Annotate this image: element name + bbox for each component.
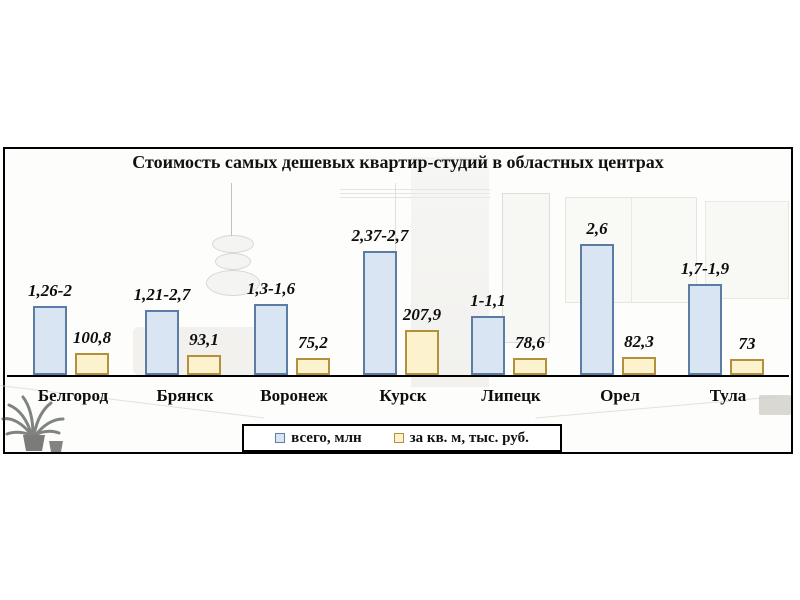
category-label-3: Курск xyxy=(379,386,427,405)
bar-total-1 xyxy=(145,310,179,375)
value-label-total-1: 1,21-2,7 xyxy=(133,285,191,304)
x-axis-line xyxy=(7,375,789,377)
bar-total-5 xyxy=(580,244,614,375)
background-pendant-lamp xyxy=(212,235,254,253)
bar-total-4 xyxy=(471,316,505,375)
category-label-5: Орел xyxy=(600,386,640,405)
value-label-total-2: 1,3-1,6 xyxy=(246,279,296,298)
legend-item-0: всего, млн xyxy=(275,430,362,447)
legend-label-total: всего, млн xyxy=(291,429,362,446)
category-label-4: Липецк xyxy=(481,386,541,405)
category-label-2: Воронеж xyxy=(260,386,328,405)
legend: всего, млн за кв. м, тыс. руб. xyxy=(242,424,562,452)
background-lamp-cord xyxy=(231,183,232,237)
value-label-per-sqm-5: 82,3 xyxy=(624,332,654,351)
background-shelf xyxy=(759,395,791,415)
background-door xyxy=(502,193,550,343)
value-label-total-0: 1,26-2 xyxy=(28,281,72,300)
value-label-per-sqm-1: 93,1 xyxy=(189,330,219,349)
bar-total-6 xyxy=(688,284,722,375)
bar-total-0 xyxy=(33,306,67,375)
legend-item-1: за кв. м, тыс. руб. xyxy=(393,429,529,447)
category-label-0: Белгород xyxy=(37,386,109,405)
chart-title: Стоимость самых дешевых квартир-студий в… xyxy=(132,152,664,172)
value-label-per-sqm-2: 75,2 xyxy=(298,333,328,352)
value-label-per-sqm-6: 73 xyxy=(738,334,756,353)
value-label-per-sqm-3: 207,9 xyxy=(402,305,442,324)
value-label-total-5: 2,6 xyxy=(586,219,608,238)
background-cabinet xyxy=(705,201,789,299)
value-label-per-sqm-0: 100,8 xyxy=(72,328,112,347)
legend-swatch-total xyxy=(275,433,286,443)
value-label-total-6: 1,7-1,9 xyxy=(680,259,730,278)
bar-per-sqm-5 xyxy=(622,357,656,375)
category-label-6: Тула xyxy=(709,386,747,405)
background-pendant-lamp xyxy=(206,270,260,296)
value-label-total-3: 2,37-2,7 xyxy=(351,226,409,245)
background-pendant-lamp xyxy=(215,253,251,270)
background-ceiling-vent xyxy=(340,189,490,200)
bar-per-sqm-6 xyxy=(730,359,764,375)
category-label-1: Брянск xyxy=(156,386,214,405)
bar-per-sqm-1 xyxy=(187,355,221,375)
value-label-total-4: 1-1,1 xyxy=(470,291,506,310)
background-plant xyxy=(1,395,65,452)
bar-per-sqm-3 xyxy=(405,330,439,375)
value-label-per-sqm-4: 78,6 xyxy=(515,333,545,352)
legend-swatch-per-sqm xyxy=(393,433,404,443)
legend-label-per-sqm: за кв. м, тыс. руб. xyxy=(409,429,529,446)
chart-frame: Стоимость самых дешевых квартир-студий в… xyxy=(0,147,793,454)
bar-per-sqm-2 xyxy=(296,358,330,375)
bar-total-3 xyxy=(363,251,397,375)
bar-per-sqm-0 xyxy=(75,353,109,375)
bar-per-sqm-4 xyxy=(513,358,547,375)
bar-total-2 xyxy=(254,304,288,375)
